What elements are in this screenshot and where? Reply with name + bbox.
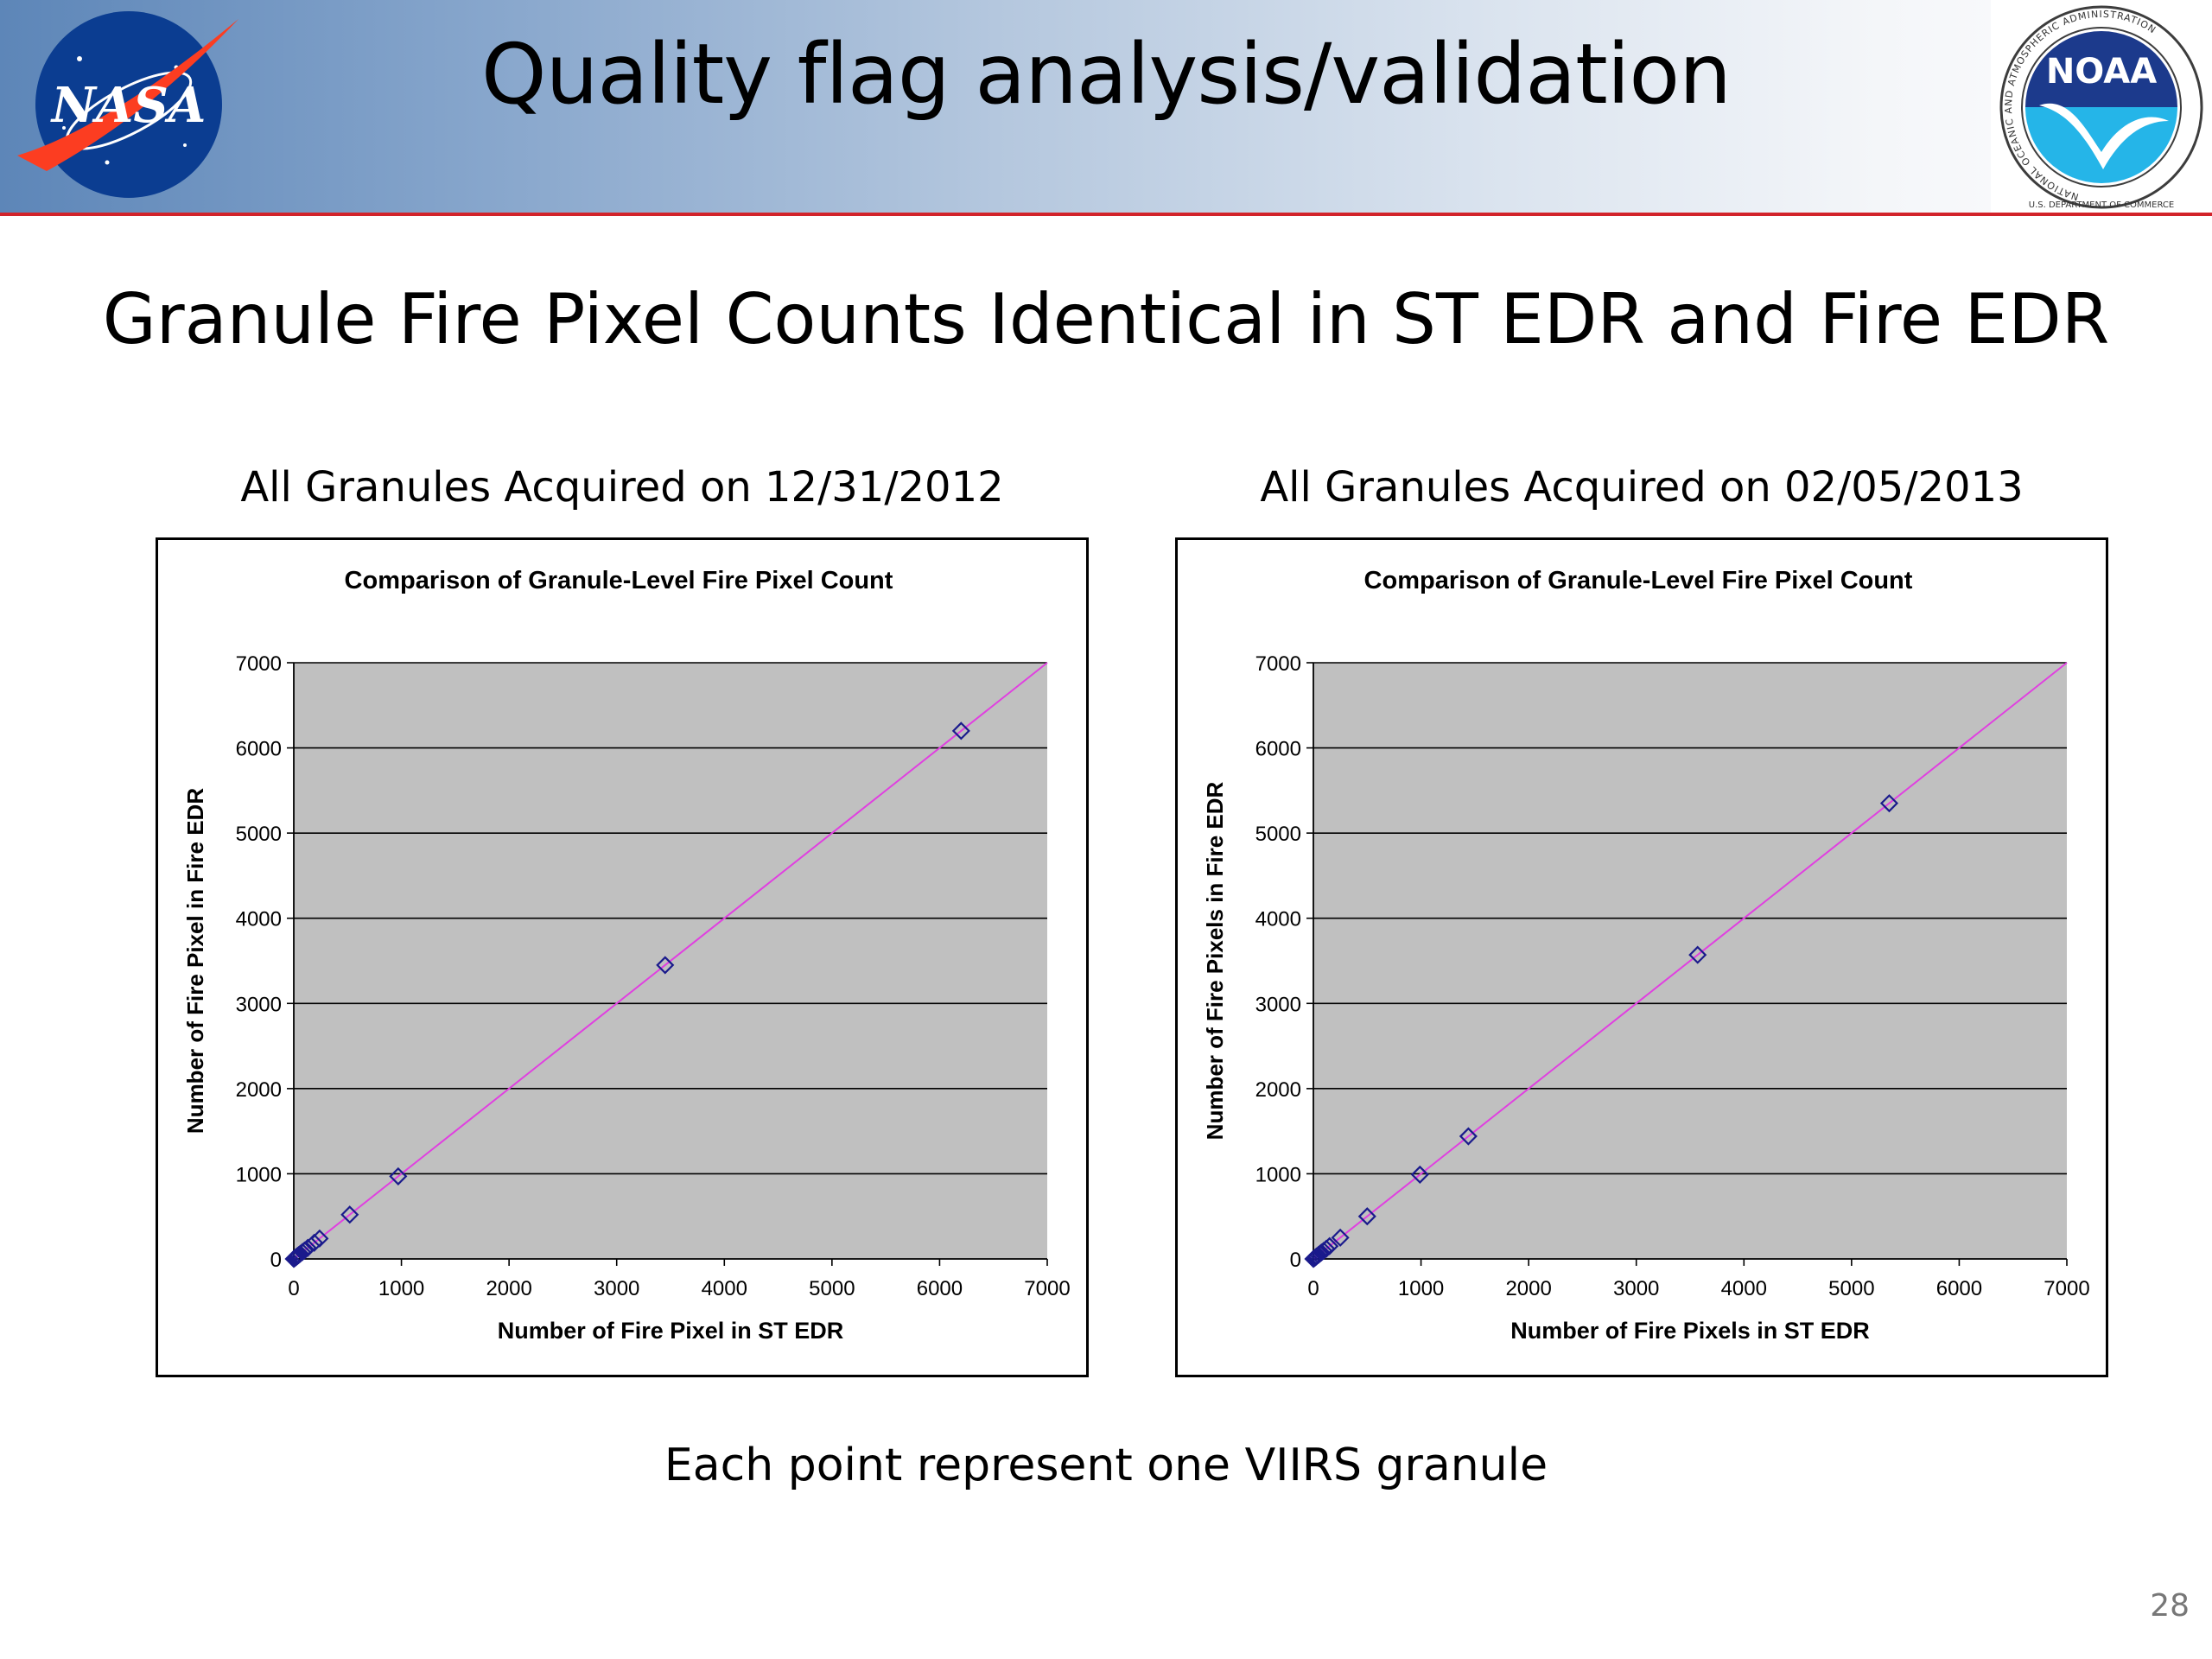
y-tick-label: 5000 <box>1255 823 1301 846</box>
nasa-logo: NASA <box>17 11 238 198</box>
data-point <box>310 1229 329 1248</box>
reference-line <box>293 662 1048 1260</box>
data-point <box>1688 945 1707 964</box>
x-tick-label: 2000 <box>486 1277 531 1300</box>
data-point <box>1357 1207 1376 1226</box>
y-tick-label: 6000 <box>236 738 282 761</box>
chart-right-svg: Comparison of Granule-Level Fire Pixel C… <box>1202 567 2090 1344</box>
y-tick-label: 0 <box>270 1249 282 1272</box>
y-tick-label: 1000 <box>236 1163 282 1186</box>
chart-title: Comparison of Granule-Level Fire Pixel C… <box>345 567 893 594</box>
y-axis-label: Number of Fire Pixel in Fire EDR <box>182 788 208 1134</box>
y-tick-label: 3000 <box>1255 993 1301 1016</box>
x-tick-label: 5000 <box>1828 1277 1874 1300</box>
y-tick-label: 5000 <box>236 823 282 846</box>
y-tick-label: 6000 <box>1255 738 1301 761</box>
noaa-bottom-text: U.S. DEPARTMENT OF COMMERCE <box>2029 200 2174 210</box>
noaa-logo: NATIONAL OCEANIC AND ATMOSPHERIC ADMINIS… <box>1999 5 2203 210</box>
x-tick-label: 0 <box>1307 1277 1319 1300</box>
y-tick-label: 7000 <box>1255 652 1301 676</box>
reference-line <box>1313 662 2068 1260</box>
slide-header: NASA Quality flag analysis/validation NA… <box>0 0 2212 216</box>
noaa-logo-text: NOAA <box>2046 52 2157 92</box>
chart-left: Comparison of Granule-Level Fire Pixel C… <box>156 537 1089 1377</box>
chart-title: Comparison of Granule-Level Fire Pixel C… <box>1364 567 1913 594</box>
x-tick-label: 4000 <box>702 1277 747 1300</box>
data-point <box>1410 1165 1429 1184</box>
x-tick-label: 2000 <box>1505 1277 1551 1300</box>
data-point <box>656 956 675 975</box>
data-point <box>305 1233 324 1252</box>
slide-subtitle: Granule Fire Pixel Counts Identical in S… <box>102 279 2110 359</box>
noaa-logo-container: NATIONAL OCEANIC AND ATMOSPHERIC ADMINIS… <box>1991 0 2212 213</box>
data-point <box>298 1238 317 1257</box>
x-tick-label: 3000 <box>594 1277 639 1300</box>
panel-caption-left: All Granules Acquired on 12/31/2012 <box>240 463 1004 512</box>
y-tick-label: 2000 <box>236 1078 282 1102</box>
data-point <box>1320 1236 1339 1255</box>
x-axis-label: Number of Fire Pixel in ST EDR <box>498 1318 844 1344</box>
slide-title: Quality flag analysis/validation <box>481 26 1732 123</box>
y-tick-label: 3000 <box>236 993 282 1016</box>
x-tick-label: 1000 <box>378 1277 424 1300</box>
data-point <box>1879 794 1899 813</box>
y-tick-label: 4000 <box>236 908 282 931</box>
y-tick-label: 7000 <box>236 652 282 676</box>
x-tick-label: 1000 <box>1398 1277 1444 1300</box>
panel-caption-right: All Granules Acquired on 02/05/2013 <box>1260 463 2024 512</box>
x-tick-label: 5000 <box>809 1277 855 1300</box>
y-tick-label: 0 <box>1290 1249 1301 1272</box>
footer-note: Each point represent one VIIRS granule <box>664 1440 1548 1491</box>
data-point <box>951 721 970 741</box>
data-point <box>389 1166 408 1185</box>
x-axis-label: Number of Fire Pixels in ST EDR <box>1510 1318 1870 1344</box>
x-tick-label: 7000 <box>2044 1277 2089 1300</box>
data-point <box>1459 1127 1478 1146</box>
data-point <box>340 1205 359 1224</box>
x-tick-label: 6000 <box>917 1277 963 1300</box>
chart-right: Comparison of Granule-Level Fire Pixel C… <box>1175 537 2108 1377</box>
y-axis-label: Number of Fire Pixels in Fire EDR <box>1202 781 1228 1140</box>
x-tick-label: 0 <box>288 1277 299 1300</box>
x-tick-label: 4000 <box>1721 1277 1767 1300</box>
x-tick-label: 3000 <box>1613 1277 1659 1300</box>
nasa-logo-text: NASA <box>50 77 207 134</box>
page-number: 28 <box>2150 1588 2190 1624</box>
y-tick-label: 2000 <box>1255 1078 1301 1102</box>
y-tick-label: 1000 <box>1255 1163 1301 1186</box>
data-point <box>1331 1228 1350 1247</box>
x-tick-label: 6000 <box>1936 1277 1982 1300</box>
x-tick-label: 7000 <box>1024 1277 1070 1300</box>
y-tick-label: 4000 <box>1255 908 1301 931</box>
chart-left-svg: Comparison of Granule-Level Fire Pixel C… <box>182 567 1071 1344</box>
